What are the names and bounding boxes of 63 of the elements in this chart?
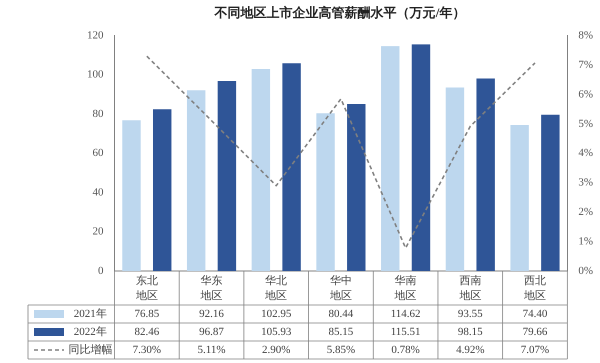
bar [218,80,236,271]
data-label: 5.85% [326,344,356,356]
x-tick-label: 西南地区 [458,274,482,302]
y-tick-label: 40 [92,186,104,198]
bar [316,113,335,271]
y2-tick-label: 7% [578,58,594,71]
data-label: 114.62 [390,308,421,320]
data-label: 85.15 [328,326,354,338]
data-label: 4.92% [456,344,485,356]
bar [186,90,206,271]
bar [122,120,141,271]
bar [510,125,529,271]
x-tick-label: 华中地区 [328,274,352,302]
bar [476,78,495,271]
x-tick-label: 华东地区 [200,274,223,302]
x-tick-label: 华南地区 [394,274,417,302]
legend-label: 2021年 [74,308,107,320]
x-tick-label: 东北地区 [134,274,158,302]
bar [412,44,430,271]
x-tick-label: 华北地区 [264,274,288,302]
data-label: 74.40 [522,308,548,320]
y2-tick-label: 3% [578,176,594,189]
y-tick-label: 100 [87,68,104,81]
data-label: 2.90% [262,344,290,356]
data-label: 105.93 [261,326,292,338]
data-label: 5.11% [198,344,226,356]
data-label: 102.95 [261,308,292,320]
data-label: 0.78% [391,344,420,356]
y-tick-label: 80 [92,108,104,120]
data-label: 82.46 [134,326,160,338]
bar [446,87,464,271]
chart-title: 不同地区上市企业高管薪酬水平（万元/年） [214,5,466,20]
y2-tick-label: 4% [578,147,594,160]
data-label: 96.87 [199,326,224,338]
legend-label: 2022年 [74,326,107,338]
bar [541,114,560,271]
data-label: 7.30% [132,344,162,356]
data-label: 92.16 [199,308,224,320]
x-tick-label: 西北地区 [522,274,546,302]
y2-tick-label: 0% [578,264,594,277]
y2-tick-label: 6% [578,88,594,100]
data-label: 115.51 [390,326,421,338]
y-tick-label: 60 [92,147,104,160]
bar [152,109,172,271]
y2-tick-label: 1% [578,235,594,248]
data-label: 98.15 [458,326,484,338]
bar [347,104,366,271]
legend-label: 同比增幅 [68,342,112,356]
y2-tick-label: 2% [578,206,594,218]
y-tick-label: 20 [92,226,104,238]
y-tick-label: 0 [98,264,104,277]
bar [252,69,270,271]
bar [381,46,400,271]
data-label: 76.85 [134,308,160,320]
data-label: 79.66 [522,326,548,338]
y-tick-label: 120 [87,29,104,42]
bar [282,63,301,271]
data-label: 80.44 [328,308,354,320]
y2-tick-label: 5% [578,118,594,130]
y2-tick-label: 8% [578,29,594,42]
line-series [146,55,536,249]
data-label: 93.55 [458,308,484,320]
data-label: 7.07% [520,344,550,356]
